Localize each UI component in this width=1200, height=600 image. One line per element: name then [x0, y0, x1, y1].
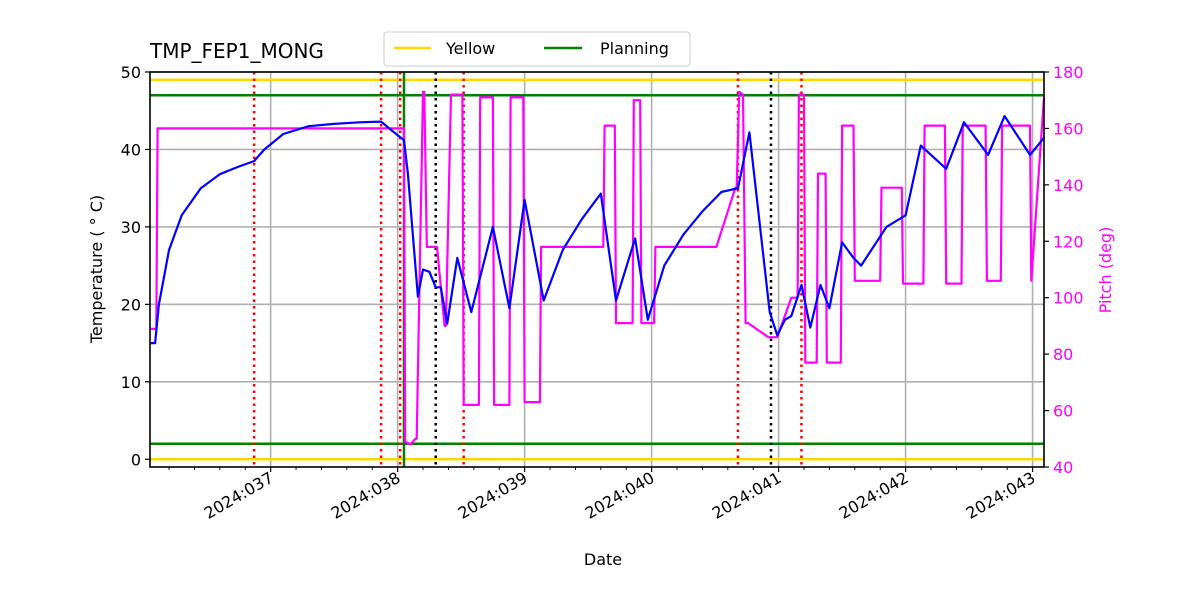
plot-frame [149, 71, 1045, 468]
pitch-line [150, 90, 1046, 446]
limit-lines [150, 78, 1044, 461]
temperature-line [150, 114, 1045, 345]
y2-tick-label: 180 [1053, 63, 1084, 82]
legend-label-planning: Planning [600, 39, 669, 58]
x-axis-label: Date [584, 550, 622, 569]
y-tick-label: 10 [121, 373, 141, 392]
y-tick-label: 30 [121, 218, 141, 237]
y2-tick-label: 160 [1053, 119, 1084, 138]
legend-label-yellow: Yellow [445, 39, 495, 58]
temperature-series [150, 114, 1045, 345]
axes-frame [149, 71, 1045, 468]
y2-tick-label: 140 [1053, 176, 1084, 195]
y2-tick-label: 40 [1053, 458, 1073, 477]
right-axis-ticks: 40 60 80 100 120 140 160 180 [1044, 63, 1084, 477]
chart-title: TMP_FEP1_MONG [149, 39, 324, 63]
left-axis-ticks: 0 10 20 30 40 50 [121, 63, 150, 469]
y-axis-label: Temperature ( ° C) [87, 195, 106, 344]
legend: Yellow Planning [383, 31, 691, 67]
grid-lines [150, 71, 1044, 467]
y-tick-label: 40 [121, 140, 141, 159]
y2-tick-label: 60 [1053, 402, 1073, 421]
y-tick-label: 0 [131, 450, 141, 469]
y-tick-label: 20 [121, 295, 141, 314]
y2-tick-label: 80 [1053, 345, 1073, 364]
y2-tick-label: 100 [1053, 289, 1084, 308]
legend-box [383, 31, 691, 67]
pitch-series [150, 90, 1046, 446]
y2-axis-label: Pitch (deg) [1096, 227, 1115, 314]
y-tick-label: 50 [121, 63, 141, 82]
y2-tick-label: 120 [1053, 232, 1084, 251]
